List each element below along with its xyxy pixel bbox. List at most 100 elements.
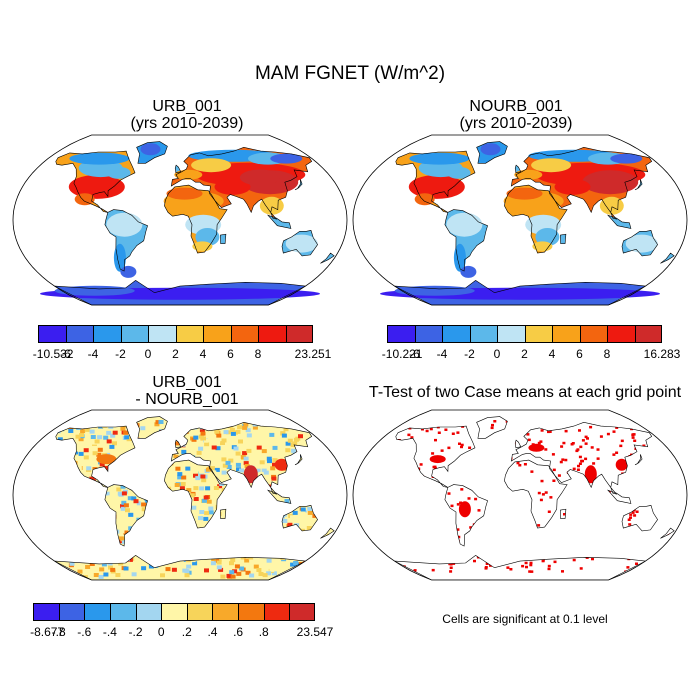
panel-title-urb-line1: URB_001 [152,98,222,115]
diff-cell [112,430,118,435]
colorbar-swatch [579,325,607,343]
diff-cell [244,558,250,563]
diff-cell [243,422,249,427]
diff-cell [116,487,122,492]
significant-cell [578,462,582,465]
panel-title-nourb: NOURB_001 (yrs 2010-2039) [356,98,676,132]
significant-cell [561,570,564,573]
significant-cell [578,455,582,459]
significant-cell [581,439,585,442]
diff-cell [125,508,130,513]
sig-china [615,458,628,471]
field-patch [582,170,639,195]
diff-cell [107,487,113,492]
diff-cell [201,478,207,483]
coastline-uk [174,439,182,449]
significant-cell [612,453,616,456]
diff-cell [121,491,127,496]
diff-cell [300,510,306,515]
colorbar-swatch [212,603,238,621]
diff-cell [280,431,286,436]
diff-cell [243,456,249,461]
diff-cell [239,468,244,473]
diff-cell [180,482,186,486]
significant-cell [559,460,563,464]
significant-cell [586,437,589,440]
significant-cell [564,458,568,462]
panel-title-urb: URB_001 (yrs 2010-2039) [27,98,347,132]
diff-cell [203,438,209,443]
colorbar-tick-label: 0 [157,625,165,639]
colorbar-tick-label: -4 [436,347,448,361]
significant-cell [444,428,448,431]
colorbar-tick-label: -10.532 [32,347,74,361]
diff-cell [123,430,129,435]
significant-cell [484,567,488,570]
diff-cell [205,486,211,491]
diff-cell [237,425,243,430]
colorbar-tick-label: 8 [603,347,611,361]
colorbar-tick-label: 16.283 [643,347,681,361]
diff-cell [77,569,83,574]
colorbar-swatch [33,603,59,621]
significant-cell [547,564,551,568]
significant-cell [577,464,580,468]
diff-cell [300,507,306,512]
diff-cell [98,575,104,579]
diff-cell [290,515,295,520]
diff-cell [119,529,125,534]
diff-cell [193,497,199,501]
diff-cell [213,486,219,490]
diff-cell [229,428,235,432]
diff-cell [141,502,147,507]
significant-cell [544,448,548,451]
diff-cell [154,422,160,427]
diff-cell [261,449,267,454]
diff-cell [252,442,258,447]
colorbar-swatch [634,325,662,343]
field-patch [610,153,643,164]
diff-cell [203,495,209,500]
significant-cell [570,443,574,446]
significant-cell [419,463,423,466]
colorbar-tick-label: 0 [493,347,501,361]
diff-cell [246,433,252,438]
panel-title-diff: URB_001 - NOURB_001 [27,374,347,408]
diff-cell [215,438,221,443]
colorbar-tick-label: .8 [258,625,269,639]
coastline-northAmerica [395,425,476,488]
significant-cell [629,516,632,519]
significant-cell [526,433,530,436]
significant-cell [627,518,631,521]
colorbar-swatch [414,325,442,343]
significant-cell [456,431,460,434]
field-patch [599,196,624,215]
diff-cell [271,476,277,481]
coastline-madagascar [220,233,227,244]
significant-cell [413,569,417,572]
significant-cell [537,491,541,495]
diff-cell [133,499,139,504]
colorbar-swatch [230,325,258,343]
colorbar-swatch [497,325,525,343]
diff-cell [110,433,116,438]
coastline-eurasia [510,146,653,220]
diff-cell [126,447,131,452]
colorbar-swatch [258,325,286,343]
colorbar-swatch [238,603,264,621]
diff-cell [115,573,121,577]
field-patch [408,174,465,199]
diff-cell [211,445,217,450]
colorbar-swatch [285,325,313,343]
significant-cell [579,445,583,449]
significant-cell [572,467,576,471]
diff-cell [208,510,214,515]
coastline-madagascar [560,508,567,519]
significant-cell [456,528,460,531]
diff-cell [127,496,133,501]
diff-cell [285,448,291,453]
diff-cell [229,561,234,566]
diff-cell [233,446,239,451]
significant-cell [552,479,556,482]
